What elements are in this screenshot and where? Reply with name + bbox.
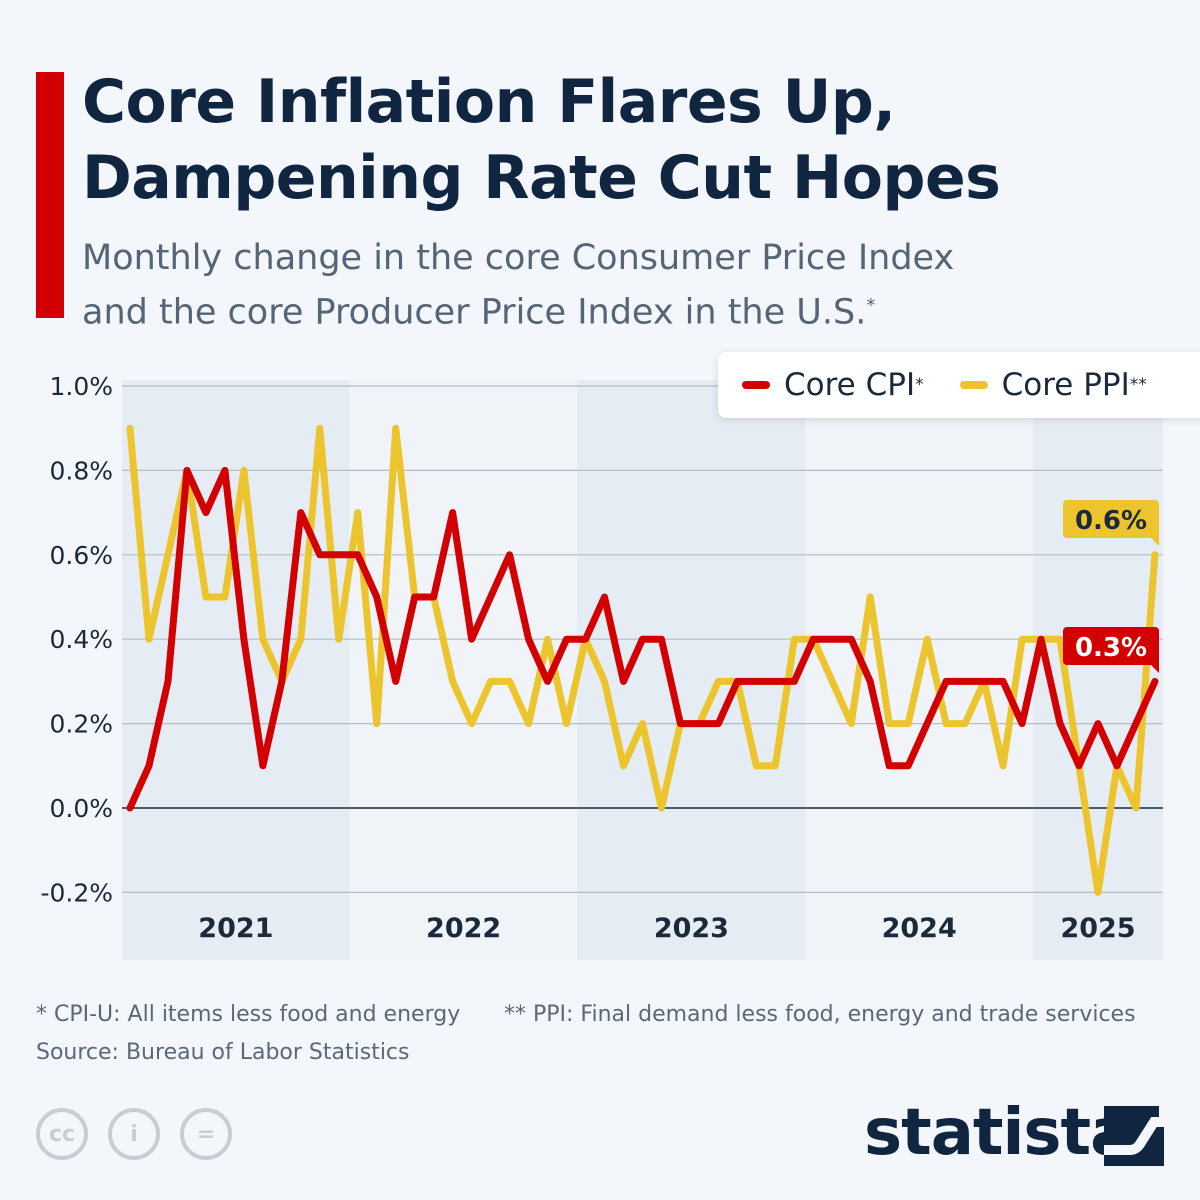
cc-icon[interactable]: cc xyxy=(36,1108,88,1160)
subtitle: Monthly change in the core Consumer Pric… xyxy=(82,234,954,337)
brand-text: statista xyxy=(864,1096,1133,1170)
cpi-end-label-text: 0.3% xyxy=(1075,633,1147,663)
legend-label-cpi: Core CPI xyxy=(784,367,916,403)
year-label: 2024 xyxy=(882,913,957,944)
ppi-end-label-bg xyxy=(1063,500,1159,538)
y-tick-label: 1.0% xyxy=(49,372,113,401)
legend-swatch-ppi xyxy=(959,381,988,389)
attribution-icon[interactable]: i xyxy=(108,1108,160,1160)
footnote-cpi: * CPI-U: All items less food and energy xyxy=(36,1002,461,1027)
title-line-1: Core Inflation Flares Up, xyxy=(82,67,896,137)
legend: Core CPI * Core PPI ** xyxy=(718,352,1200,418)
source-note: Source: Bureau of Labor Statistics xyxy=(36,1040,410,1065)
footnote-ppi: ** PPI: Final demand less food, energy a… xyxy=(504,1002,1136,1027)
y-tick-label: 0.6% xyxy=(49,541,113,570)
legend-mark-cpi: * xyxy=(915,375,924,395)
ppi-end-label-pointer xyxy=(1149,536,1159,546)
y-tick-label: 0.0% xyxy=(49,794,113,823)
cpi-end-label-pointer xyxy=(1149,663,1159,673)
no-derivatives-icon[interactable]: = xyxy=(180,1108,232,1160)
statista-logo-icon xyxy=(1104,1106,1164,1166)
cpi-end-label-bg xyxy=(1063,627,1159,665)
year-label: 2025 xyxy=(1060,913,1135,944)
page-title: Core Inflation Flares Up, Dampening Rate… xyxy=(82,64,1001,216)
legend-item-cpi: Core CPI * xyxy=(742,367,924,403)
legend-item-ppi: Core PPI ** xyxy=(959,367,1147,403)
subtitle-mark: * xyxy=(866,295,876,316)
ppi-end-label: 0.6% xyxy=(1063,500,1159,546)
y-tick-label: 0.4% xyxy=(49,625,113,654)
legend-label-ppi: Core PPI xyxy=(1001,367,1130,403)
ppi-end-label-text: 0.6% xyxy=(1075,506,1147,536)
year-label: 2023 xyxy=(654,913,729,944)
accent-bar xyxy=(36,72,64,318)
year-label: 2022 xyxy=(426,913,501,944)
y-tick-label: 0.8% xyxy=(49,456,113,485)
subtitle-line-2: and the core Producer Price Index in the… xyxy=(82,292,867,333)
year-band xyxy=(577,380,806,960)
y-tick-label: 0.2% xyxy=(49,710,113,739)
year-label: 2021 xyxy=(198,913,273,944)
cpi-line xyxy=(126,466,1159,812)
legend-mark-ppi: ** xyxy=(1129,375,1147,395)
year-band xyxy=(1033,380,1163,960)
title-line-2: Dampening Rate Cut Hopes xyxy=(82,143,1001,213)
subtitle-line-1: Monthly change in the core Consumer Pric… xyxy=(82,238,955,278)
statista-logo[interactable]: statista xyxy=(864,1096,1133,1170)
year-band xyxy=(122,380,350,960)
y-tick-label: -0.2% xyxy=(40,878,113,907)
legend-swatch-cpi xyxy=(742,381,770,389)
cpi-end-label: 0.3% xyxy=(1063,627,1159,673)
